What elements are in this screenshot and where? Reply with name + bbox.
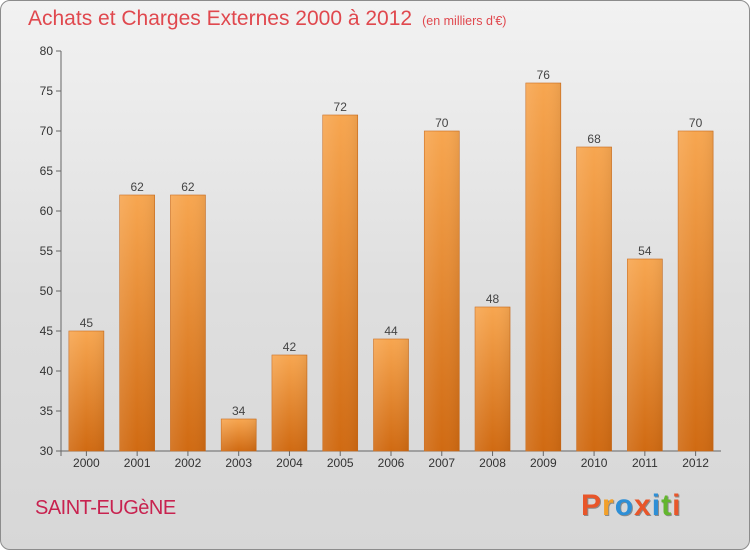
x-tick-label: 2008 [479,456,506,470]
bar-shine [475,307,511,451]
bar-shine [221,419,257,451]
bar-shine [271,355,307,451]
bar-shine [170,195,206,451]
x-tick-label: 2002 [175,456,202,470]
x-tick-label: 2011 [632,456,658,470]
y-tick-label: 40 [40,364,54,378]
value-label-2002: 62 [181,180,195,194]
logo-letter: i [651,489,662,522]
logo-letter: P [581,489,603,522]
bar-shine [525,83,561,451]
x-tick-label: 2001 [124,456,151,470]
bar-shine [627,259,663,451]
bar-shine [68,331,104,451]
logo-letter: r [602,489,615,522]
logo-letter: o [614,489,635,522]
value-label-2003: 34 [232,404,246,418]
value-label-2004: 42 [283,340,297,354]
y-tick-label: 60 [40,204,54,218]
value-label-2007: 70 [435,116,449,130]
x-tick-label: 2004 [276,456,303,470]
x-tick-label: 2003 [225,456,252,470]
chart-subtitle: (en milliers d'€) [422,14,507,28]
x-tick-label: 2006 [378,456,405,470]
y-tick-label: 45 [40,324,54,338]
logo-letter: i [672,489,682,522]
value-label-2001: 62 [130,180,144,194]
x-tick-label: 2010 [581,456,608,470]
place-name: SAINT-EUGèNE [35,497,176,519]
y-tick-label: 50 [40,284,54,298]
value-label-2008: 48 [486,292,500,306]
value-label-2005: 72 [334,100,348,114]
y-tick-label: 80 [40,44,54,58]
y-tick-label: 70 [40,124,54,138]
bar-shine [119,195,155,451]
value-label-2012: 70 [689,116,703,130]
value-label-2006: 44 [384,324,398,338]
value-label-2010: 68 [587,132,601,146]
value-label-2000: 45 [80,316,94,330]
y-tick-label: 35 [40,404,54,418]
x-tick-label: 2012 [682,456,709,470]
chart-title-text: Achats et Charges Externes 2000 à 2012 [28,7,413,30]
y-tick-label: 30 [40,444,54,458]
x-tick-label: 2005 [327,456,354,470]
x-tick-label: 2009 [530,456,557,470]
bar-shine [678,131,714,451]
y-tick-label: 55 [40,244,54,258]
bar-shine [322,115,358,451]
chart-title: Achats et Charges Externes 2000 à 2012 (e… [28,7,506,31]
x-tick-label: 2000 [73,456,100,470]
value-label-2009: 76 [537,68,551,82]
chart-bars [68,82,714,452]
logo-letter: t [661,489,673,522]
y-tick-label: 65 [40,164,54,178]
bar-shine [576,147,612,451]
bar-shine [373,339,409,451]
bar-shine [424,131,460,451]
proxiti-logo: Proxiti [581,489,681,523]
y-tick-label: 75 [40,84,54,98]
chart-value-labels: 45 62 62 34 42 72 44 70 48 76 68 54 70 [80,68,703,418]
logo-letter: x [634,489,652,522]
x-tick-label: 2007 [428,456,455,470]
value-label-2011: 54 [638,244,652,258]
